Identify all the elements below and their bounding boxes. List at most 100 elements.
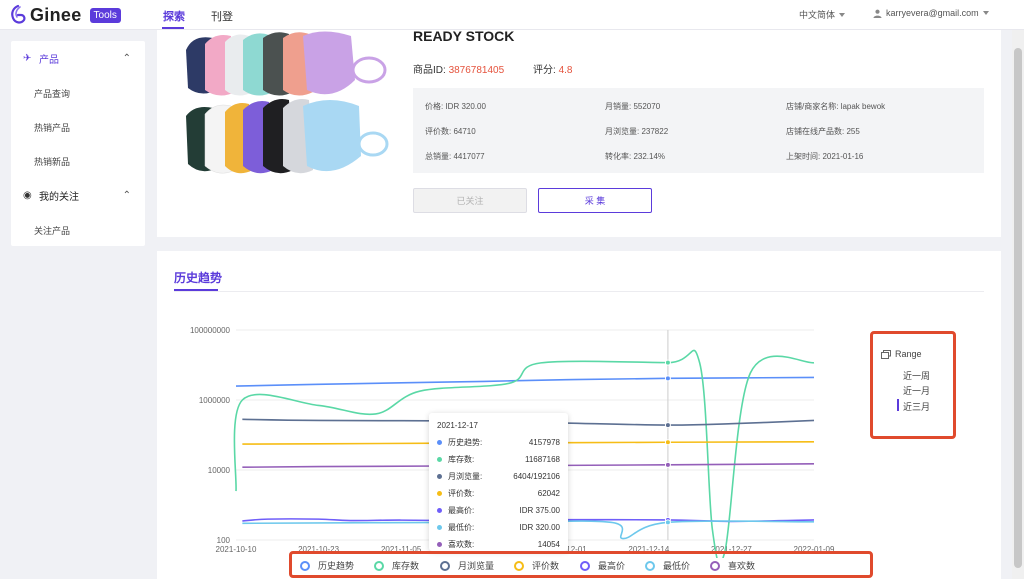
tooltip-value: 62042 (537, 489, 560, 498)
series-color-dot (437, 457, 442, 462)
sidebar-group-label: 产品 (39, 54, 59, 66)
legend-item[interactable]: 历史趋势 (300, 559, 354, 572)
hover-point (664, 359, 671, 366)
legend-item[interactable]: 最高价 (580, 559, 625, 572)
legend-marker (710, 560, 720, 571)
scrollbar-thumb[interactable] (1014, 48, 1022, 568)
range-title: Range (895, 349, 922, 359)
legend-item[interactable]: 最低价 (645, 559, 690, 572)
tooltip-value: IDR 375.00 (519, 506, 560, 515)
legend-item[interactable]: 评价数 (514, 559, 559, 572)
ginee-logo-icon (11, 4, 26, 24)
chevron-down-icon (839, 12, 846, 17)
tooltip-label: 历史趋势: (448, 438, 483, 447)
range-option-month[interactable]: 近一月 (903, 386, 931, 396)
stat-monthly-views: 月浏览量: 237822 (605, 127, 669, 136)
x-tick-label: 2021-12-14 (628, 545, 669, 554)
legend-item[interactable]: 喜欢数 (710, 559, 755, 572)
series-color-dot (437, 542, 442, 547)
language-selector[interactable]: 中文简体 (799, 8, 846, 21)
page-scrollbar[interactable] (1012, 30, 1024, 579)
tooltip-row: 最高价: IDR 375.00 (437, 505, 560, 516)
sidebar-item-followed-products[interactable]: 关注产品 (34, 226, 71, 236)
tooltip-value: 6404/192106 (513, 472, 560, 481)
mask-row-bottom (186, 99, 389, 174)
tab-explore[interactable]: 探索 (163, 11, 185, 23)
stat-conversion: 转化率: 232.14% (605, 152, 666, 161)
stat-price: 价格: IDR 320.00 (425, 102, 486, 111)
tooltip-label: 评价数: (448, 489, 475, 498)
legend-item[interactable]: 月浏览量 (440, 559, 494, 572)
history-trend-card (157, 251, 1001, 579)
tooltip-row: 库存数: 11687168 (437, 454, 560, 465)
legend-label: 历史趋势 (318, 561, 355, 571)
product-id-label: 商品ID: (413, 65, 446, 76)
user-menu[interactable]: karryevera@gmail.com (873, 8, 989, 18)
followed-button[interactable]: 已关注 (413, 188, 527, 213)
stat-listed-date: 上架时间: 2021-01-16 (786, 152, 864, 161)
divider (174, 291, 984, 292)
sidebar-group-label: 我的关注 (39, 191, 79, 203)
x-tick-label: 2021-12-27 (711, 545, 752, 554)
sidebar-item-hot-new[interactable]: 热销新品 (34, 157, 71, 167)
series-color-dot (437, 508, 442, 513)
user-icon (873, 9, 882, 18)
y-tick-label: 100000000 (190, 326, 231, 335)
tooltip-row: 喜欢数: 14054 (437, 539, 560, 550)
tooltip-value: 14054 (537, 540, 560, 549)
history-tab-title[interactable]: 历史趋势 (174, 271, 223, 285)
stat-reviews: 评价数: 64710 (425, 127, 476, 136)
legend-label: 喜欢数 (728, 561, 756, 571)
sidebar-group-product[interactable]: ✈ 产品 ⌃ (11, 41, 145, 75)
x-tick-label: 2022-01-09 (794, 545, 835, 554)
tooltip-row: 最低价: IDR 320.00 (437, 522, 560, 533)
x-tick-label: 2021-11-05 (381, 545, 422, 554)
tooltip-value: IDR 320.00 (519, 523, 560, 532)
legend-item[interactable]: 库存数 (374, 559, 419, 572)
series-line (233, 349, 815, 558)
tooltip-value: 11687168 (525, 455, 560, 464)
tooltip-label: 喜欢数: (448, 540, 475, 549)
range-header: Range (881, 349, 922, 359)
legend-marker (440, 560, 450, 571)
logo-badge: Tools (89, 7, 121, 23)
sidebar-item-product-search[interactable]: 产品查询 (34, 89, 71, 99)
range-option-week[interactable]: 近一周 (903, 371, 931, 381)
product-id-value[interactable]: 3876781405 (448, 65, 505, 76)
legend-label: 最低价 (663, 561, 691, 571)
product-rating: 评分: 4.8 (533, 61, 572, 76)
y-tick-label: 100 (217, 536, 231, 545)
stat-total-sales: 总销量: 4417077 (425, 152, 485, 161)
tooltip-date: 2021-12-17 (437, 421, 478, 430)
legend-marker (374, 560, 384, 571)
x-tick-label: 2021-10-23 (298, 545, 339, 554)
mask-row-top (186, 31, 387, 96)
product-icon: ✈ (23, 52, 32, 64)
range-highlight-box (870, 331, 956, 439)
legend-marker (514, 560, 524, 571)
language-label: 中文简体 (799, 10, 836, 20)
tooltip-label: 库存数: (448, 455, 475, 464)
sidebar-group-my-follows[interactable]: ◉ 我的关注 ⌃ (11, 178, 145, 212)
user-email: karryevera@gmail.com (886, 8, 979, 18)
tooltip-label: 最低价: (448, 523, 475, 532)
ginee-logo[interactable]: Ginee Tools (10, 4, 121, 26)
product-stats-panel (413, 88, 984, 173)
legend-marker (645, 560, 655, 571)
series-color-dot (437, 525, 442, 530)
x-tick-label: 2021-10-10 (216, 545, 257, 554)
legend-label: 月浏览量 (458, 561, 495, 571)
rating-label: 评分: (533, 65, 556, 76)
sidebar: ✈ 产品 ⌃ 产品查询 热销产品 热销新品 ◉ 我的关注 ⌃ 关注产品 (11, 41, 145, 246)
product-image[interactable] (183, 30, 398, 182)
logo-text: Ginee (30, 4, 82, 25)
sidebar-item-hot-products[interactable]: 热销产品 (34, 123, 71, 133)
series-color-dot (437, 474, 442, 479)
series-color-dot (437, 440, 442, 445)
hover-point (664, 375, 671, 382)
range-option-three-months[interactable]: 近三月 (903, 402, 931, 412)
tab-listing[interactable]: 刊登 (211, 11, 233, 23)
collect-button[interactable]: 采 集 (538, 188, 652, 213)
product-id: 商品ID: 3876781405 (413, 61, 504, 76)
tooltip-value: 4157978 (528, 438, 560, 447)
